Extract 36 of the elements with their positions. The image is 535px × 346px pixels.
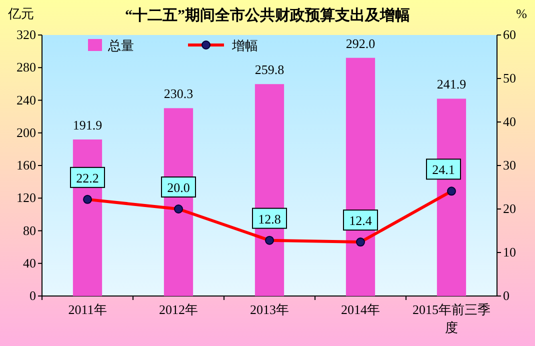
data-label: 22.2: [76, 170, 99, 186]
legend-label: 总量: [107, 38, 134, 53]
y-axis-title: 亿元: [7, 6, 34, 21]
data-label: 241.9: [436, 76, 466, 92]
data-label: 292.0: [346, 36, 376, 51]
data-label: 12.4: [349, 213, 372, 228]
y2-tick-label: 10: [503, 244, 516, 260]
y-tick-label: 280: [16, 60, 36, 75]
y-tick-label: 160: [16, 158, 36, 172]
data-label: 24.1: [432, 162, 455, 178]
data-label: 259.8: [254, 62, 284, 78]
y2-tick-label: 40: [503, 114, 516, 129]
y-tick-label: 120: [16, 190, 36, 206]
y-tick-label: 80: [23, 222, 36, 238]
y-tick-label: 0: [30, 288, 36, 303]
data-label: 20.0: [167, 180, 190, 195]
y2-axis-title: %: [516, 6, 528, 21]
data-label: 12.8: [258, 211, 281, 226]
y-tick-label: 320: [16, 27, 36, 42]
x-tick-label: 2015年前三季度: [412, 302, 490, 335]
chart-title: “十二五”期间全市公共财政预算支出及增幅: [125, 6, 410, 24]
y-tick-label: 240: [16, 92, 36, 108]
y-tick-label: 200: [16, 124, 36, 140]
x-tick-label: 2014年: [341, 302, 380, 317]
data-label: 230.3: [164, 86, 194, 102]
legend-label: 增幅: [231, 38, 258, 53]
y2-tick-label: 60: [503, 27, 516, 42]
x-tick-label: 2011年: [68, 302, 107, 317]
data-label: 191.9: [72, 117, 102, 132]
y2-tick-label: 30: [503, 158, 516, 172]
y2-tick-label: 20: [503, 201, 516, 216]
x-tick-label: 2012年: [159, 302, 198, 317]
y2-tick-label: 50: [503, 70, 516, 86]
x-tick-label: 2013年: [250, 302, 289, 317]
y2-tick-label: 0: [503, 288, 510, 303]
y-tick-label: 40: [23, 255, 36, 270]
